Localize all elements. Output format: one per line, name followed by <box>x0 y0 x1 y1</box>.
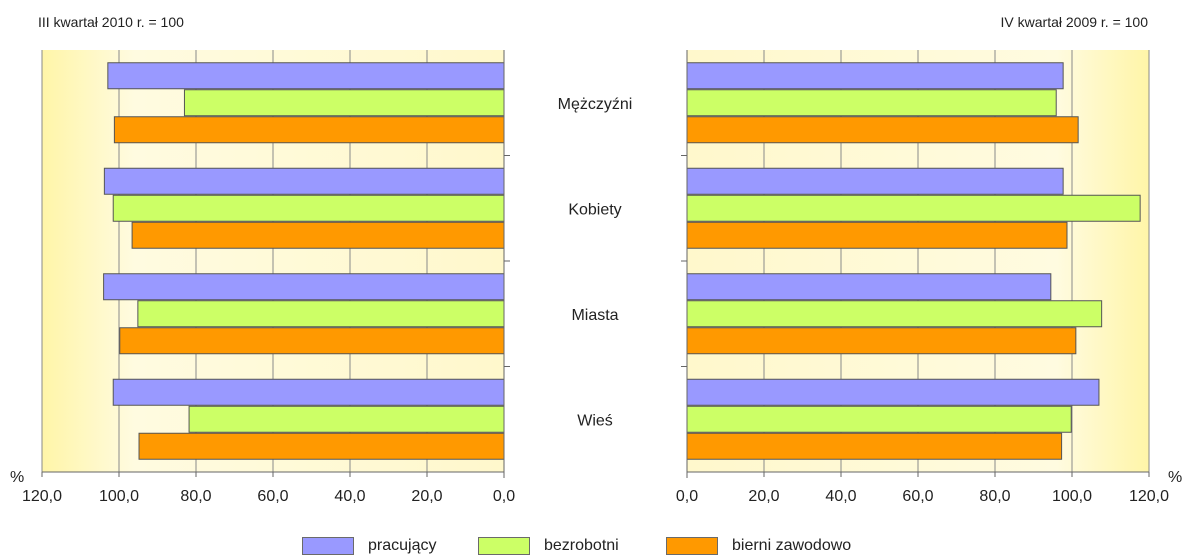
right-x-tick-label: 60,0 <box>902 488 933 505</box>
right-x-tick-label: 80,0 <box>979 488 1010 505</box>
right-bar-bezrobotni-wies <box>686 405 1072 433</box>
left-bar-pracujacy-wies <box>112 378 505 406</box>
left-x-tick-label: 120,0 <box>22 488 62 505</box>
legend-swatch-bezrobotni <box>478 537 530 555</box>
category-label-miasta: Miasta <box>571 307 618 324</box>
right-x-tick-label: 100,0 <box>1052 488 1092 505</box>
right-bar-pracujacy-miasta <box>686 273 1052 301</box>
right-bar-bezrobotni-miasta <box>686 300 1103 328</box>
left-bar-bezrobotni-wies <box>188 405 505 433</box>
category-label-mezczyzni: Mężczyźni <box>558 96 633 113</box>
right-x-tick-label: 40,0 <box>825 488 856 505</box>
left-bar-bezrobotni-mezczyzni <box>183 89 505 117</box>
right-x-tick-label: 0,0 <box>676 488 698 505</box>
right-bar-bierni-zawodowo-miasta <box>686 327 1077 355</box>
left-x-tick-label: 80,0 <box>180 488 211 505</box>
left-bar-bierni-zawodowo-wies <box>138 432 505 460</box>
left-chart-title: III kwartał 2010 r. = 100 <box>38 14 184 30</box>
left-x-tick-label: 40,0 <box>334 488 365 505</box>
right-bar-pracujacy-wies <box>686 378 1100 406</box>
left-bar-bezrobotni-miasta <box>137 300 505 328</box>
legend-label-bezrobotni: bezrobotni <box>544 537 619 554</box>
left-bar-pracujacy-miasta <box>103 273 505 301</box>
right-x-tick-label: 120,0 <box>1129 488 1169 505</box>
category-label-wies: Wieś <box>577 412 613 429</box>
legend: pracujący bezrobotni bierni zawodowo <box>0 534 1187 556</box>
right-bar-pracujacy-mezczyzni <box>686 62 1064 90</box>
legend-swatch-pracujacy <box>302 537 354 555</box>
bars <box>103 62 1141 460</box>
left-bar-bezrobotni-kobiety <box>112 194 505 222</box>
left-bar-pracujacy-kobiety <box>103 167 505 195</box>
right-bar-bezrobotni-mezczyzni <box>686 89 1057 117</box>
right-bar-bezrobotni-kobiety <box>686 194 1141 222</box>
left-bar-bierni-zawodowo-miasta <box>119 327 505 355</box>
right-axis-unit: % <box>1168 469 1182 486</box>
left-bar-pracujacy-mezczyzni <box>107 62 505 90</box>
right-chart-title: IV kwartał 2009 r. = 100 <box>1001 14 1149 30</box>
legend-swatch-bierni <box>666 537 718 555</box>
left-bar-bierni-zawodowo-kobiety <box>131 221 505 249</box>
legend-item-bierni: bierni zawodowo <box>666 537 851 555</box>
right-bar-pracujacy-kobiety <box>686 167 1064 195</box>
legend-item-pracujacy: pracujący <box>302 537 436 555</box>
left-x-tick-label: 0,0 <box>493 488 515 505</box>
legend-label-bierni: bierni zawodowo <box>732 537 852 554</box>
category-label-kobiety: Kobiety <box>568 201 621 218</box>
left-axis-unit: % <box>10 469 24 486</box>
right-x-tick-label: 20,0 <box>748 488 779 505</box>
left-x-tick-label: 100,0 <box>99 488 139 505</box>
left-x-tick-label: 20,0 <box>411 488 442 505</box>
legend-item-bezrobotni: bezrobotni <box>478 537 619 555</box>
axes: 120,0 100,0 80,0 60,0 40,0 20,0 0,0 0,0 20,0 40,0… <box>22 50 1169 505</box>
right-bar-bierni-zawodowo-mezczyzni <box>686 116 1079 144</box>
right-bar-bierni-zawodowo-kobiety <box>686 221 1068 249</box>
left-bar-bierni-zawodowo-mezczyzni <box>113 116 505 144</box>
left-x-tick-label: 60,0 <box>257 488 288 505</box>
bar-chart: III kwartał 2010 r. = 100 IV kwartał 200… <box>10 14 1182 505</box>
legend-label-pracujacy: pracujący <box>368 537 437 554</box>
right-bar-bierni-zawodowo-wies <box>686 432 1063 460</box>
